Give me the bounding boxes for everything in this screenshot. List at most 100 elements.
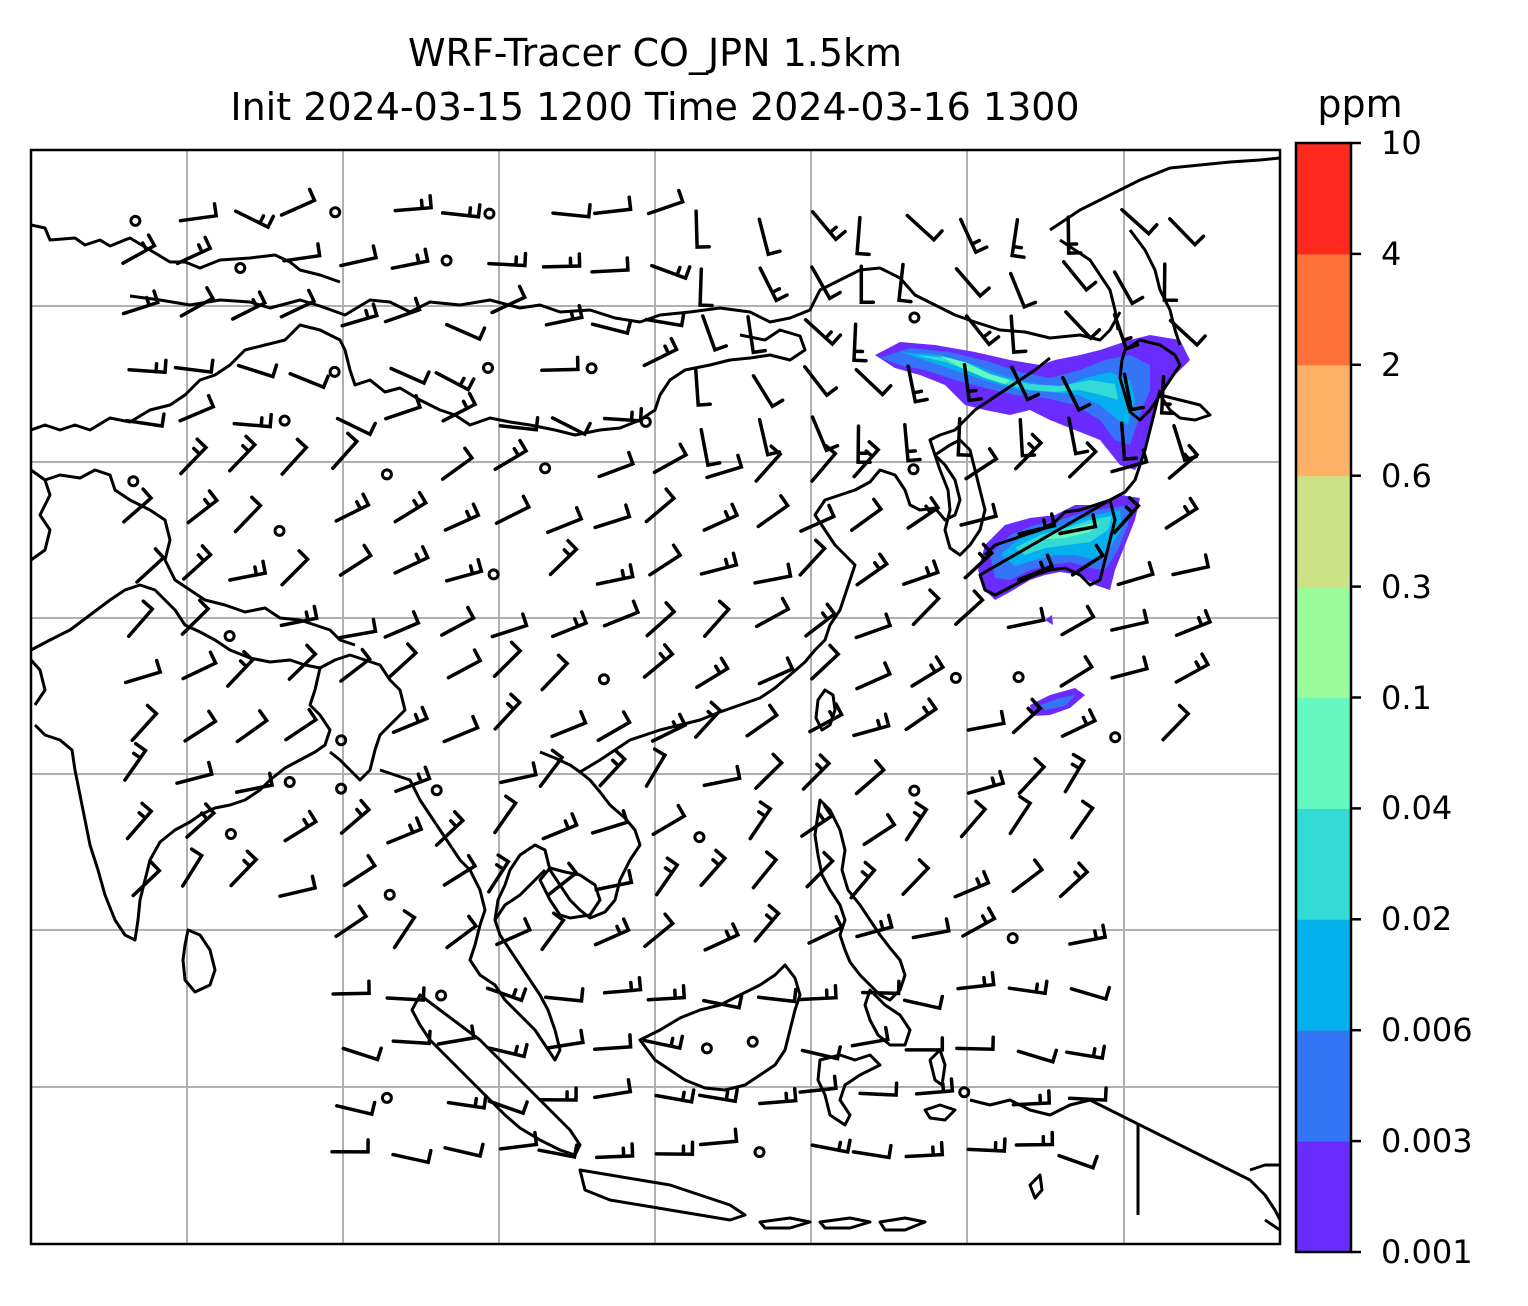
wind-barb xyxy=(592,1033,633,1051)
wind-barb xyxy=(1008,271,1038,310)
wind-barb xyxy=(596,710,632,743)
wind-barb xyxy=(1110,655,1150,680)
wind-barb xyxy=(1171,553,1211,577)
wind-barb xyxy=(178,202,219,223)
wind-barb xyxy=(233,495,263,534)
wind-barb xyxy=(121,233,157,265)
wind-barb xyxy=(541,252,582,269)
wind-barb xyxy=(446,1094,488,1110)
wind-barb xyxy=(1065,1044,1107,1061)
wind-barb xyxy=(810,265,842,301)
wind-barb xyxy=(1014,1130,1055,1147)
wind-barb xyxy=(334,492,371,523)
wind-barb xyxy=(850,1025,890,1048)
wind-barb xyxy=(799,503,837,533)
wind-barb xyxy=(955,1035,995,1051)
colorbar-bin-6 xyxy=(1296,475,1351,588)
wind-barb xyxy=(1057,1153,1099,1171)
wind-barb xyxy=(392,909,417,950)
wind-barb xyxy=(442,853,478,887)
colorbar-bin-1 xyxy=(1296,1030,1351,1142)
wind-barb xyxy=(590,319,633,336)
wind-barb xyxy=(590,809,630,835)
wind-barb xyxy=(1006,606,1046,630)
wind-barb xyxy=(959,502,999,527)
wind-barb xyxy=(754,596,791,629)
wind-barb xyxy=(287,643,318,681)
colorbar-bin-9 xyxy=(1296,143,1351,255)
wind-barb xyxy=(342,853,378,888)
wind-barb xyxy=(550,610,589,639)
wind-barb xyxy=(650,263,692,281)
wind-barb xyxy=(852,712,891,738)
wind-barb xyxy=(1162,262,1179,303)
wind-barb xyxy=(651,803,687,836)
wind-barb xyxy=(123,741,148,782)
wind-barb xyxy=(808,702,844,734)
wind-barb xyxy=(646,188,685,216)
colorbar-units: ppm xyxy=(1317,82,1403,126)
wind-barb xyxy=(758,266,789,303)
wind-barb xyxy=(335,1100,377,1117)
wind-barb xyxy=(226,649,256,688)
wind-barb xyxy=(175,235,213,266)
wind-barb xyxy=(854,759,887,796)
wind-barb xyxy=(810,444,838,483)
wind-barb xyxy=(1016,1048,1059,1064)
map-area xyxy=(31,150,1280,1244)
wind-barb xyxy=(540,355,580,373)
wind-barb xyxy=(384,394,423,421)
wind-barb xyxy=(593,1078,633,1100)
wind-barb xyxy=(393,545,431,575)
colorbar-tick-label: 0.6 xyxy=(1381,456,1432,495)
wind-barb xyxy=(339,244,379,268)
wind-barb xyxy=(490,612,529,639)
colorbar-tick-label: 2 xyxy=(1381,345,1402,384)
wind-barb xyxy=(602,976,643,995)
wind-barb xyxy=(1061,260,1098,293)
wind-barb xyxy=(494,494,532,525)
wind-barb xyxy=(183,709,218,743)
wind-barb xyxy=(1009,314,1028,354)
wind-barb xyxy=(182,544,213,581)
wind-barb xyxy=(180,847,205,888)
wind-barb xyxy=(538,748,565,788)
wind-barb xyxy=(854,612,893,640)
wind-barb xyxy=(127,358,168,375)
coastlines xyxy=(31,156,1280,1232)
wind-barb xyxy=(487,853,511,894)
wind-barb xyxy=(810,643,841,681)
wind-barb xyxy=(1016,553,1055,582)
calm-wind-marker xyxy=(1006,932,1019,945)
wind-barb xyxy=(232,412,273,429)
wind-barb xyxy=(279,187,317,217)
wind-barb xyxy=(701,314,728,353)
wind-barb xyxy=(855,215,871,257)
wind-barb xyxy=(956,970,996,991)
colorbar-tick-label: 0.04 xyxy=(1381,789,1453,828)
wind-barb xyxy=(282,242,322,263)
wind-barb xyxy=(597,450,636,479)
wind-barb xyxy=(444,322,487,342)
wind-barb xyxy=(911,917,951,940)
calm-wind-marker xyxy=(234,262,247,274)
wind-barbs xyxy=(121,187,1213,1171)
wind-barb xyxy=(903,422,922,463)
wind-barb xyxy=(803,318,843,347)
wind-barb xyxy=(705,453,744,480)
wind-barb xyxy=(279,288,317,319)
wind-barb xyxy=(1017,512,1057,536)
wind-barb xyxy=(854,367,893,397)
wind-barb xyxy=(1110,608,1149,632)
wind-barb xyxy=(1070,799,1095,840)
wind-barb xyxy=(860,979,901,996)
wind-barb xyxy=(695,656,731,690)
wind-barb xyxy=(805,850,835,889)
wind-barb xyxy=(1058,861,1090,899)
wind-barb xyxy=(548,538,579,577)
wind-barb xyxy=(906,364,929,404)
wind-barb xyxy=(753,562,793,585)
wind-barb xyxy=(849,860,877,900)
wind-barb xyxy=(1008,794,1033,836)
calm-wind-marker xyxy=(335,782,348,795)
